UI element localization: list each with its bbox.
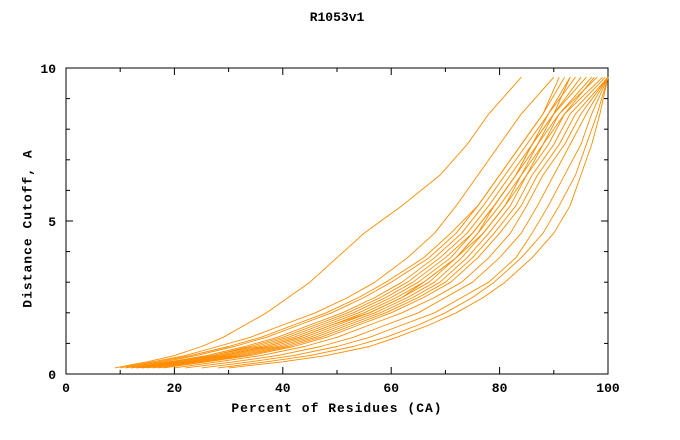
model-curve-model-18 (217, 77, 609, 369)
model-curve-model-17 (125, 77, 560, 369)
model-curve-model-08 (152, 76, 603, 369)
model-curve-model-14 (185, 76, 609, 369)
model-curve-model-11 (141, 76, 595, 369)
model-curve-model-20 (228, 77, 609, 369)
model-curve-model-16 (136, 77, 571, 369)
model-curve-model-01 (136, 76, 571, 369)
model-curve-model-13 (174, 76, 609, 369)
x-axis-label: Percent of Residues (CA) (231, 401, 443, 416)
x-tick-label: 100 (596, 381, 620, 396)
x-tick-label: 40 (275, 381, 291, 396)
y-tick-label: 0 (48, 368, 56, 383)
model-curve-model-07 (136, 76, 598, 369)
model-curve-model-12 (163, 76, 609, 369)
plot-frame (65, 67, 609, 375)
x-tick-label: 80 (492, 381, 508, 396)
y-tick-label: 5 (48, 215, 56, 230)
model-curve-model-19 (120, 76, 555, 369)
x-tick-label: 60 (383, 381, 399, 396)
model-curve-model-10 (158, 76, 606, 369)
chart-title: R1053v1 (309, 10, 365, 25)
model-curve-model-15 (201, 77, 609, 369)
model-curve-model-04 (130, 76, 582, 369)
x-tick-label: 0 (62, 381, 70, 396)
model-curve-model-02 (114, 76, 522, 369)
x-tick-label: 20 (167, 381, 183, 396)
model-curve-model-09 (130, 76, 576, 369)
model-curve-model-05 (141, 76, 587, 369)
y-tick-label: 10 (40, 62, 56, 77)
model-curve-model-06 (147, 76, 593, 369)
